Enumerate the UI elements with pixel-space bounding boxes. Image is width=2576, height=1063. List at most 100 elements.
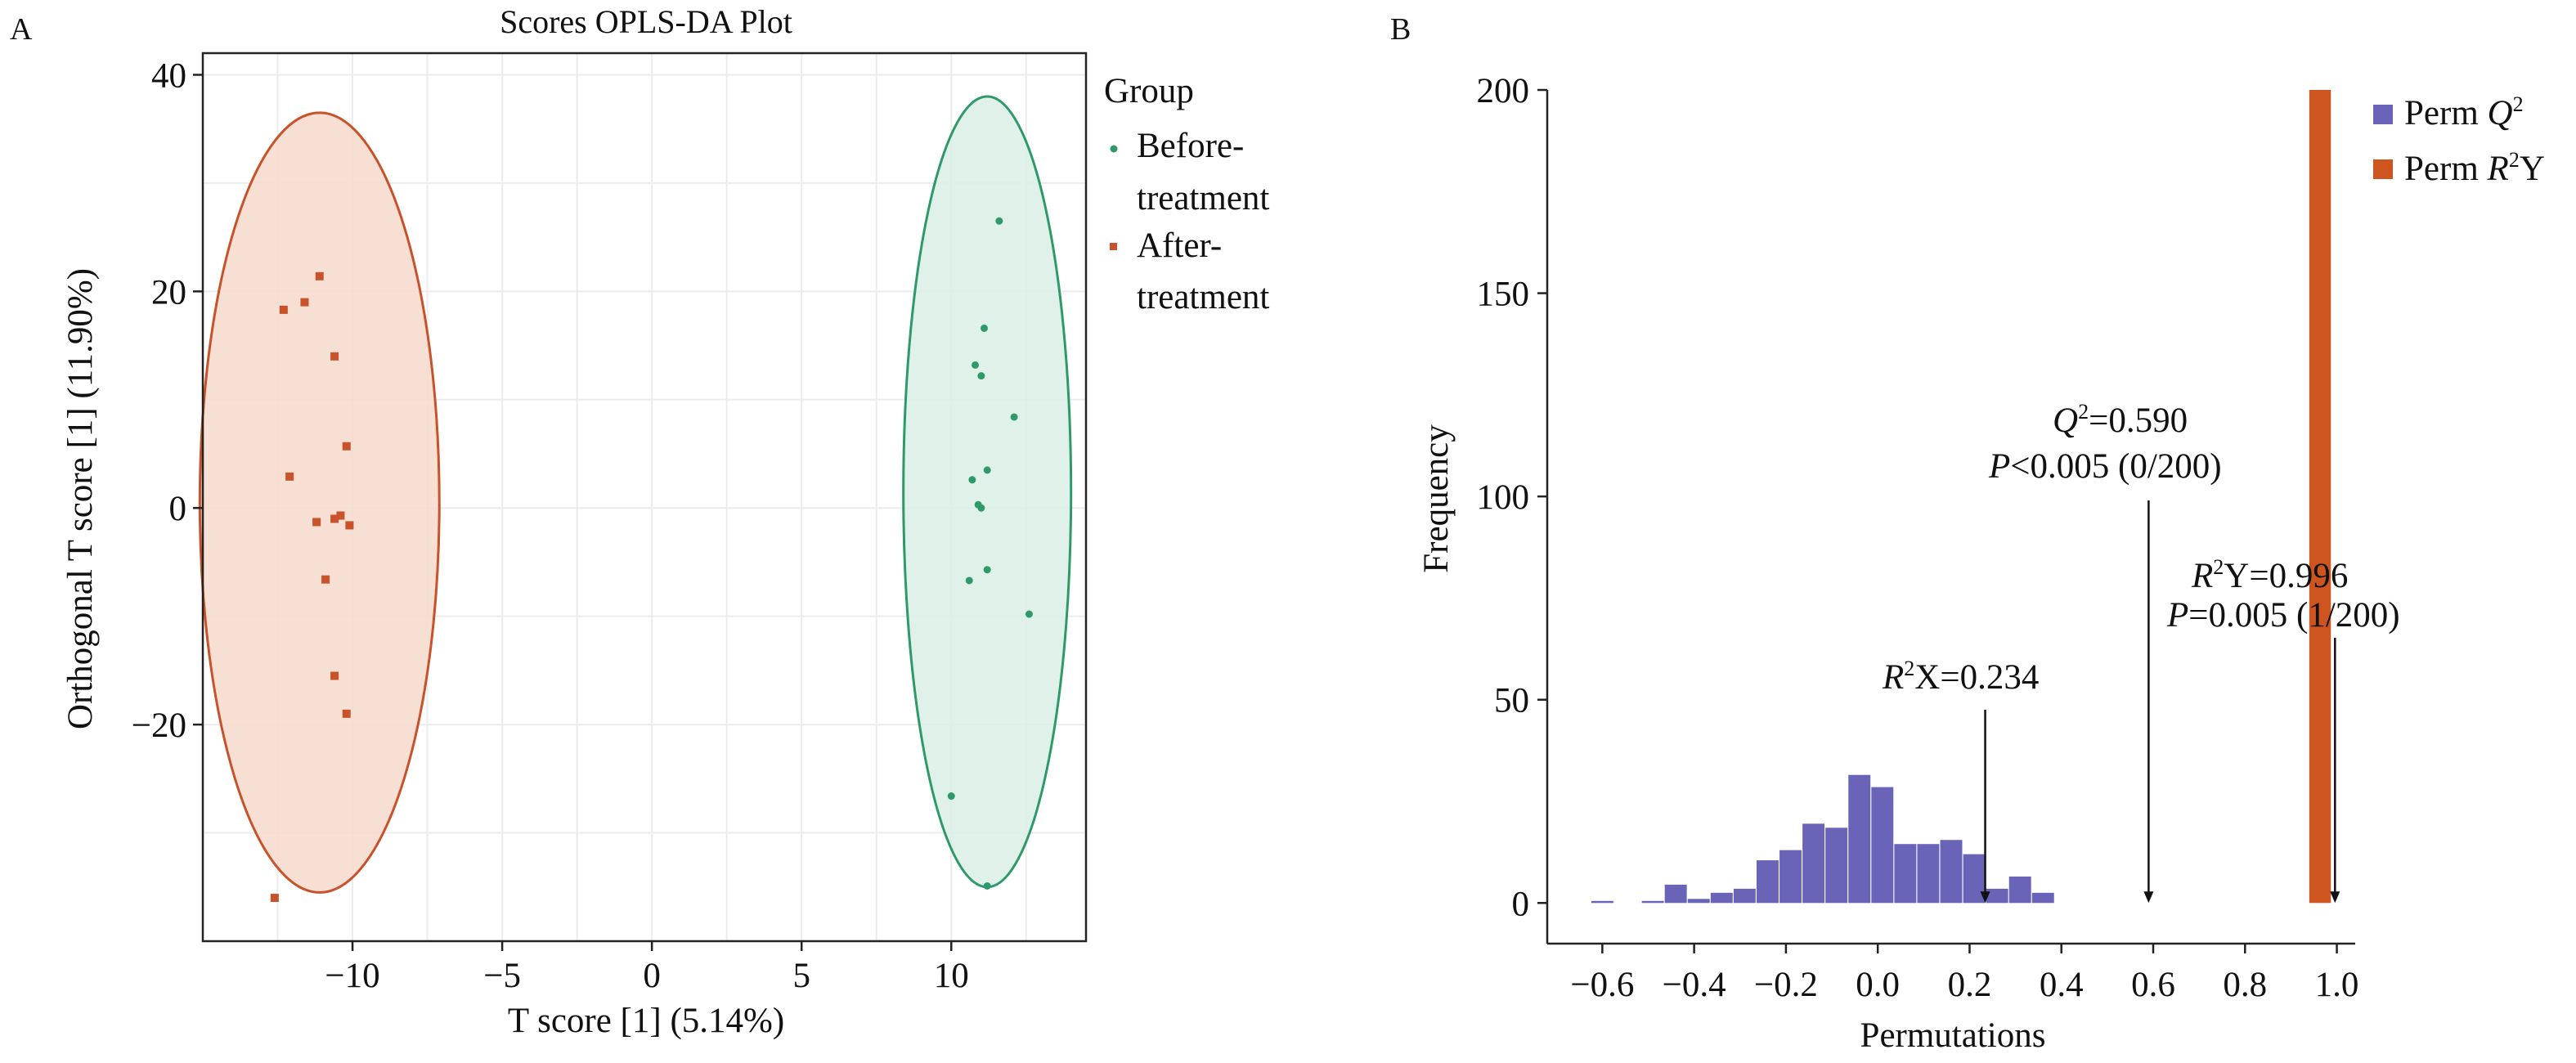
before-treatment-point bbox=[965, 576, 973, 585]
x-tick-label: −0.2 bbox=[1754, 966, 1818, 1004]
y-tick-label: 150 bbox=[1477, 276, 1530, 314]
annotation-r2y-line1: R2Y=0.996 bbox=[2191, 555, 2348, 595]
perm-q2-bar bbox=[1986, 888, 2008, 904]
perm-q2-bar bbox=[1894, 844, 1917, 904]
perm-q2-bar bbox=[1664, 884, 1687, 904]
after-treatment-point bbox=[315, 271, 324, 280]
panel-a-label: A bbox=[10, 12, 33, 47]
perm-q2-bar bbox=[1825, 828, 1848, 904]
annotation-q2-line2: P<0.005 (0/200) bbox=[1988, 447, 2222, 486]
perm-q2-bar bbox=[1733, 888, 1756, 904]
after-treatment-point bbox=[345, 521, 354, 530]
before-treatment-ellipse bbox=[902, 95, 1073, 889]
chart-b-annotations: R2X=0.234 Q2=0.590 P<0.005 (0/200) R2Y=0… bbox=[1882, 400, 2400, 697]
x-tick-label: 0.0 bbox=[1856, 966, 1900, 1004]
x-tick-label: 0.8 bbox=[2223, 966, 2267, 1004]
after-treatment-ellipse bbox=[198, 111, 441, 894]
after-treatment-point bbox=[279, 305, 288, 314]
before-treatment-point bbox=[947, 792, 955, 801]
y-tick-label: 0 bbox=[1512, 885, 1530, 923]
x-tick-label: −0.4 bbox=[1663, 966, 1726, 1004]
perm-q2-bar bbox=[1802, 823, 1825, 904]
chart-a-title: Scores OPLS-DA Plot bbox=[500, 3, 792, 40]
annotation-arrowhead bbox=[2143, 891, 2154, 904]
after-treatment-point bbox=[330, 514, 339, 523]
x-tick-label: −10 bbox=[325, 957, 379, 995]
before-treatment-point bbox=[977, 504, 985, 512]
chart-b-x-ticks: −0.6 −0.4 −0.2 0.0 0.2 0.4 0.6 0.8 1.0 bbox=[1570, 944, 2358, 1004]
legend-before-line2: treatment bbox=[1137, 179, 1269, 218]
perm-q2-bar bbox=[2031, 892, 2054, 904]
annotation-r2x: R2X=0.234 bbox=[1882, 657, 2039, 697]
y-tick-label: 100 bbox=[1477, 478, 1530, 517]
x-tick-label: −0.6 bbox=[1570, 966, 1634, 1004]
before-treatment-point bbox=[981, 324, 989, 332]
after-treatment-point bbox=[321, 575, 330, 584]
before-treatment-point bbox=[972, 361, 980, 369]
legend-perm-q2-label: Perm Q2 bbox=[2404, 92, 2524, 132]
chart-b-bars bbox=[1591, 90, 2331, 904]
y-tick-label: 200 bbox=[1477, 72, 1530, 110]
annotation-arrowhead bbox=[2330, 891, 2340, 904]
annotation-arrowhead bbox=[1980, 891, 1990, 904]
perm-q2-bar bbox=[1940, 840, 1963, 904]
perm-q2-bar bbox=[1871, 787, 1894, 904]
legend-after-marker bbox=[1110, 243, 1117, 250]
legend-before-line1: Before- bbox=[1137, 127, 1244, 165]
perm-q2-bar bbox=[1779, 850, 1802, 904]
chart-b-xlabel: Permutations bbox=[1860, 1016, 2046, 1055]
perm-q2-bar bbox=[1917, 844, 1940, 904]
after-treatment-point bbox=[336, 511, 345, 520]
chart-a-ylabel: Orthogonal T score [1] (11.90%) bbox=[61, 268, 100, 729]
after-treatment-point bbox=[312, 518, 321, 527]
x-tick-label: 1.0 bbox=[2315, 966, 2359, 1004]
chart-b-arrows bbox=[1980, 500, 2340, 904]
chart-a-xlabel: T score [1] (5.14%) bbox=[508, 1002, 784, 1040]
chart-a-ellipses bbox=[198, 95, 1073, 894]
perm-q2-bar bbox=[1641, 900, 1664, 904]
y-tick-label: 0 bbox=[169, 490, 187, 528]
x-tick-label: 0 bbox=[643, 957, 661, 995]
x-tick-label: 0.4 bbox=[2040, 966, 2084, 1004]
chart-b-y-ticks: 0 50 100 150 200 bbox=[1477, 72, 1547, 923]
chart-a-frame bbox=[201, 52, 1088, 943]
chart-b-legend: Perm Q2 Perm R2Y bbox=[2373, 92, 2545, 188]
after-treatment-point bbox=[342, 709, 351, 718]
before-treatment-point bbox=[983, 881, 991, 890]
before-treatment-point bbox=[977, 372, 985, 380]
legend-perm-r2y-swatch bbox=[2373, 159, 2393, 179]
x-tick-label: 5 bbox=[792, 957, 810, 995]
x-tick-label: −5 bbox=[483, 957, 521, 995]
y-tick-label: 50 bbox=[1494, 682, 1529, 720]
perm-q2-bar bbox=[1756, 860, 1779, 904]
perm-q2-bar bbox=[1710, 892, 1733, 904]
y-tick-label: 20 bbox=[151, 273, 186, 312]
after-treatment-point bbox=[285, 472, 294, 481]
annotation-q2-line1: Q2=0.590 bbox=[2053, 400, 2188, 440]
panel-b-label: B bbox=[1390, 12, 1411, 47]
before-treatment-point bbox=[995, 217, 1003, 225]
legend-perm-q2-swatch bbox=[2373, 105, 2393, 124]
annotation-r2y-line2: P=0.005 (1/200) bbox=[2166, 596, 2400, 635]
before-treatment-point bbox=[1010, 413, 1018, 421]
perm-q2-bar bbox=[1591, 900, 1613, 904]
perm-q2-bar bbox=[1848, 774, 1871, 904]
after-treatment-point bbox=[330, 352, 339, 361]
chart-a-x-ticks: −10 −5 0 5 10 bbox=[325, 941, 969, 995]
y-tick-label: −20 bbox=[132, 706, 186, 745]
legend-after-line2: treatment bbox=[1137, 278, 1269, 316]
y-tick-label: 40 bbox=[151, 56, 186, 95]
before-treatment-point bbox=[983, 466, 991, 474]
perm-r2y-bar bbox=[2309, 90, 2331, 904]
legend-after-line1: After- bbox=[1137, 227, 1222, 265]
legend-title: Group bbox=[1104, 72, 1194, 110]
before-treatment-point bbox=[968, 476, 976, 484]
perm-q2-bar bbox=[1963, 854, 1986, 904]
perm-q2-bar bbox=[2008, 876, 2031, 904]
chart-a-y-ticks: −20 0 20 40 bbox=[132, 56, 203, 745]
before-treatment-point bbox=[1025, 610, 1033, 618]
perm-q2-bar bbox=[1687, 899, 1710, 904]
chart-a-legend: Group Before- treatment After- treatment bbox=[1104, 72, 1269, 316]
before-treatment-point bbox=[983, 566, 991, 574]
